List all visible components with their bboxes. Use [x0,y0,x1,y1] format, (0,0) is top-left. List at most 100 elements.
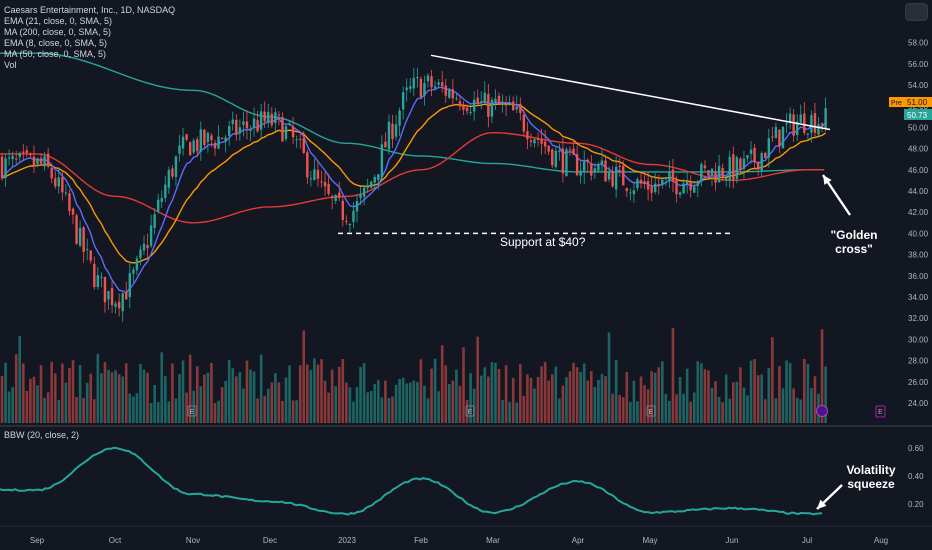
candle-body [469,111,472,114]
volume-bar [661,361,664,423]
volume-bar [146,372,149,423]
legend-ema8[interactable]: EMA (8, close, 0, SMA, 5) [4,38,108,48]
candle-body [522,114,526,132]
volume-bar [511,377,515,423]
volume-bar [263,395,266,423]
candle-body [497,95,501,105]
candle-body [540,139,543,144]
candle-body [235,120,238,135]
volume-bar [164,376,167,423]
volume-bar [448,384,451,423]
price-tick-label: 36.00 [908,272,929,281]
candle-body [267,111,270,123]
chart-menu-button[interactable] [905,3,928,21]
candle-body [259,111,263,130]
candle-body [299,138,302,140]
legend-vol[interactable]: Vol [4,60,17,70]
candle-body [284,126,288,140]
candle-body [352,210,355,223]
volume-bar [423,385,426,423]
candle-body [32,156,36,167]
price-tick-label: 30.00 [908,335,929,344]
bbw-axis: 0.20 0.40 0.60 [908,444,924,509]
volume-bar [100,373,103,423]
legend-ma200[interactable]: MA (200, close, 0, SMA, 5) [4,27,112,37]
volume-bar [117,374,121,423]
candle-body [164,184,167,198]
volume-bar [710,387,714,423]
candle-body [217,136,220,149]
volume-bar [597,379,600,423]
candle-body [306,152,309,178]
volatility-squeeze-text: Volatility squeeze [846,463,896,491]
candle-body [25,150,29,154]
volume-bar [543,362,547,423]
earnings-marker-label: E [468,409,473,416]
volume-bar [93,399,96,423]
volume-bar [572,362,575,423]
candle-body [174,156,178,177]
volume-bar [632,380,636,423]
volume-bar [625,371,629,423]
price-tick-label: 28.00 [908,357,929,366]
volume-bar [373,384,377,423]
volume-bar [455,369,458,423]
volume-bar [586,380,590,423]
volume-bar [238,372,242,423]
legend-ma50[interactable]: MA (50, close, 0, SMA, 5) [4,49,107,59]
time-tick-label: Aug [874,536,888,545]
candle-body [732,154,735,181]
price-tick-label: 54.00 [908,81,929,90]
volume-bar [174,398,178,423]
volume-bar [689,401,692,423]
candle-body [302,138,305,153]
volume-bar [345,382,348,423]
candle-body [71,208,75,215]
volume-bar [11,387,14,423]
candle-body [735,157,739,179]
volume-bar [717,396,721,423]
bbw-line [0,446,823,516]
volume-bar [39,365,43,423]
candle-body [29,154,32,156]
volume-bar [707,370,710,423]
volume-bar [629,401,632,423]
volume-bar [639,376,643,423]
last-value: 50.73 [907,111,928,120]
volume-bar [291,400,295,423]
golden-cross-text: "Golden cross" [830,228,878,256]
candle-body [295,139,298,141]
volume-bar [458,385,462,423]
price-tick-label: 26.00 [908,378,929,387]
volume-bar [114,370,117,423]
volume-bar [476,336,479,423]
candle-body [753,147,756,163]
volume-bar [224,380,227,423]
candle-body [639,179,643,184]
candle-body [512,101,515,111]
candle-body [817,124,820,135]
candle-body [7,157,11,159]
volume-bar [760,374,763,423]
candle-body [359,194,362,199]
support-annotation: Support at $40? [500,235,586,249]
candle-body [458,101,462,107]
volume-bar [440,345,444,423]
earnings-marker-label: E [190,409,195,416]
bbw-legend[interactable]: BBW (20, close, 2) [4,430,80,440]
candle-body [132,269,135,274]
volume-bar [4,362,7,423]
volume-bar [128,393,132,423]
volume-bar [334,386,337,423]
volume-bar [171,363,174,423]
volume-bar [185,392,188,423]
time-tick-label: Jul [802,536,812,545]
legend-ema21[interactable]: EMA (21, close, 0, SMA, 5) [4,16,113,26]
volume-bar [259,354,263,423]
volume-bar [582,363,586,423]
candle-body [384,141,387,148]
candle-body [476,97,479,105]
candle-body [622,165,625,186]
candle-body [86,249,89,251]
